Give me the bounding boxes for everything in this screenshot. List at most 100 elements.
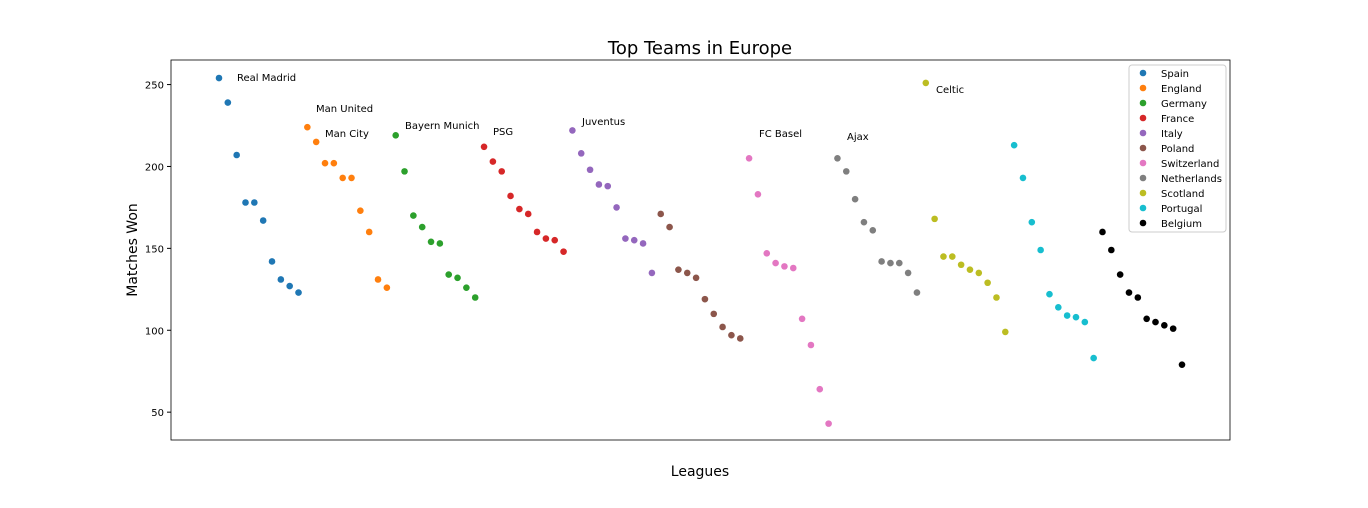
point — [321, 159, 329, 167]
point — [701, 295, 709, 303]
legend-label: England — [1161, 84, 1202, 95]
chart-title: Top Teams in Europe — [607, 38, 792, 59]
point — [339, 174, 346, 182]
legend-marker — [1139, 189, 1147, 197]
legend-marker — [1139, 144, 1147, 152]
point — [630, 236, 638, 244]
point — [904, 269, 912, 277]
point — [622, 235, 629, 242]
point — [1072, 313, 1080, 321]
legend-label: Portugal — [1161, 204, 1202, 215]
point — [507, 192, 514, 200]
point — [966, 266, 974, 273]
point — [1063, 312, 1071, 319]
point — [993, 294, 1000, 301]
point — [215, 74, 223, 82]
point — [489, 158, 497, 165]
legend-marker — [1139, 159, 1147, 167]
legend-label: France — [1161, 114, 1194, 125]
legend-label: Belgium — [1161, 219, 1202, 230]
annotation: Man City — [325, 129, 369, 140]
point — [312, 138, 320, 146]
point — [772, 259, 779, 267]
legend-label: Germany — [1161, 99, 1207, 110]
point — [887, 259, 894, 267]
point — [1081, 318, 1089, 326]
point — [604, 182, 612, 190]
point — [719, 323, 726, 331]
y-tick-label: 150 — [145, 244, 164, 255]
point — [1134, 294, 1142, 301]
point — [498, 168, 506, 175]
point — [613, 204, 620, 211]
point — [957, 261, 965, 269]
point — [675, 266, 682, 273]
point — [913, 289, 921, 296]
legend-marker — [1139, 114, 1147, 122]
point — [348, 174, 355, 182]
legend-marker — [1139, 174, 1147, 182]
point — [259, 217, 267, 224]
point — [1046, 290, 1053, 298]
legend-marker — [1139, 99, 1147, 107]
point — [586, 166, 594, 174]
point — [745, 154, 753, 162]
legend-label: Spain — [1161, 69, 1189, 80]
point — [781, 263, 788, 270]
y-tick-label: 250 — [145, 81, 164, 92]
point — [869, 227, 877, 234]
point — [975, 269, 983, 277]
point — [1090, 354, 1097, 362]
point — [1028, 218, 1036, 226]
point — [1161, 322, 1168, 329]
y-axis-label: Matches Won — [125, 203, 141, 297]
point — [1010, 141, 1018, 149]
point — [471, 294, 479, 301]
point — [692, 274, 700, 282]
point — [710, 310, 718, 318]
point — [807, 341, 815, 349]
point — [357, 207, 364, 214]
point — [410, 212, 417, 219]
point — [1169, 325, 1177, 332]
point — [569, 127, 576, 134]
point — [330, 159, 338, 167]
point — [516, 205, 523, 213]
point — [542, 235, 550, 242]
point — [383, 284, 391, 291]
legend-label: Switzerland — [1161, 159, 1219, 170]
point — [940, 253, 947, 260]
point — [595, 181, 603, 188]
point — [233, 151, 240, 159]
point — [533, 228, 541, 236]
point — [454, 274, 461, 282]
legend-marker — [1139, 204, 1147, 212]
point — [224, 99, 232, 106]
point — [798, 315, 806, 323]
point — [1116, 271, 1124, 278]
point — [1178, 361, 1186, 368]
point — [551, 236, 559, 244]
annotation: Bayern Munich — [405, 121, 479, 132]
point — [418, 223, 426, 231]
point — [666, 223, 673, 231]
point — [392, 132, 399, 139]
point — [657, 210, 665, 218]
point — [268, 258, 276, 265]
point — [1099, 228, 1106, 236]
point — [577, 150, 585, 157]
annotation: Real Madrid — [237, 73, 296, 84]
point — [736, 335, 744, 342]
point — [1125, 289, 1133, 296]
legend-marker — [1139, 129, 1147, 137]
point — [560, 248, 567, 255]
point — [931, 215, 938, 223]
x-axis-label: Leagues — [671, 464, 729, 480]
point — [463, 284, 470, 291]
point — [365, 228, 373, 236]
point — [1055, 304, 1062, 311]
point — [1037, 246, 1044, 254]
y-tick-label: 200 — [145, 162, 164, 173]
point — [1152, 318, 1159, 326]
